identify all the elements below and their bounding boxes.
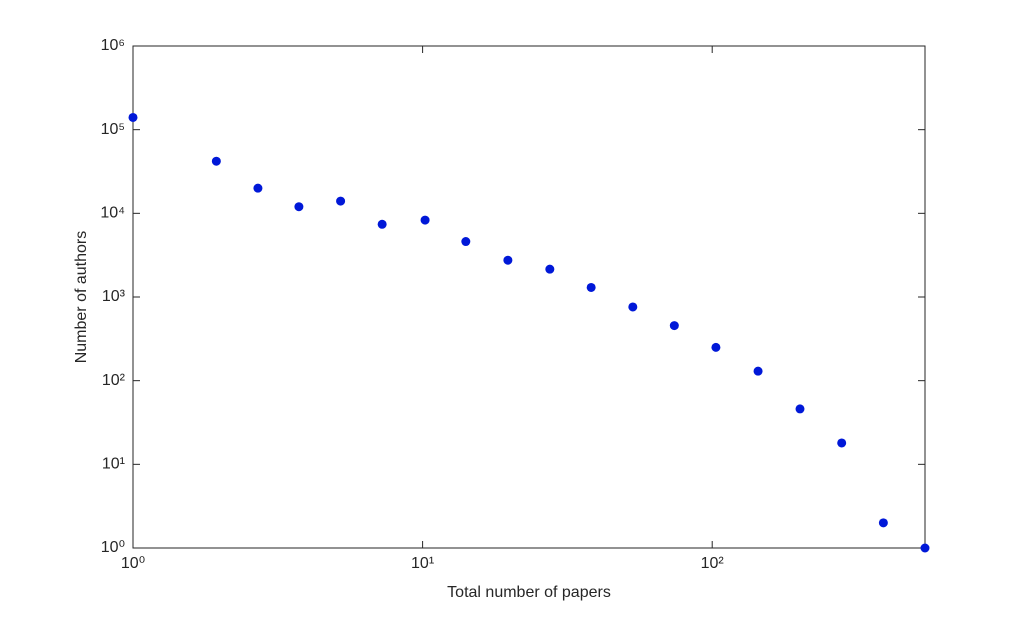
y-tick-label: 10⁶ bbox=[101, 37, 125, 54]
y-axis-label: Number of authors bbox=[73, 231, 90, 364]
y-tick-label: 10³ bbox=[102, 288, 126, 305]
point bbox=[461, 237, 471, 247]
point bbox=[920, 543, 930, 553]
y-tick-label: 10⁰ bbox=[101, 539, 125, 556]
point bbox=[837, 438, 847, 448]
y-tick-label: 10¹ bbox=[102, 456, 125, 473]
point bbox=[795, 404, 805, 414]
point bbox=[253, 183, 263, 193]
y-tick-label: 10⁵ bbox=[101, 121, 125, 138]
point bbox=[711, 342, 721, 352]
point bbox=[878, 518, 888, 528]
point bbox=[211, 156, 221, 166]
point bbox=[128, 112, 138, 122]
point bbox=[420, 215, 430, 225]
point bbox=[628, 302, 638, 312]
point bbox=[294, 202, 304, 212]
x-axis-label: Total number of papers bbox=[447, 584, 611, 601]
x-tick-label: 10¹ bbox=[411, 555, 434, 572]
x-tick-label: 10² bbox=[701, 555, 725, 572]
point bbox=[669, 321, 679, 331]
y-tick-label: 10² bbox=[102, 372, 126, 389]
point bbox=[753, 366, 763, 376]
point bbox=[377, 219, 387, 229]
point bbox=[545, 264, 555, 274]
point bbox=[336, 196, 346, 206]
point bbox=[503, 255, 513, 265]
y-tick-label: 10⁴ bbox=[100, 205, 125, 222]
plot-frame bbox=[132, 45, 926, 549]
point bbox=[586, 282, 596, 292]
x-tick-label: 10⁰ bbox=[121, 555, 145, 572]
